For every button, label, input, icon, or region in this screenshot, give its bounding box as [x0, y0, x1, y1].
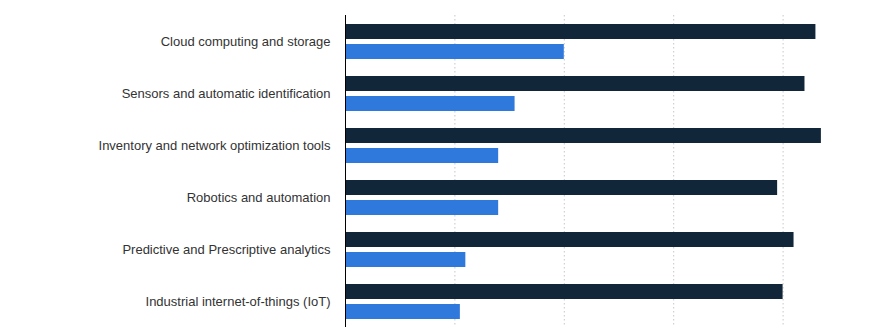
svg-text:Inventory and network optimiza: Inventory and network optimization tools: [99, 138, 331, 153]
svg-text:Industrial internet-of-things: Industrial internet-of-things (IoT): [146, 294, 331, 309]
svg-text:Robotics and automation: Robotics and automation: [187, 190, 331, 205]
svg-text:Cloud computing and storage: Cloud computing and storage: [161, 34, 331, 49]
svg-text:Predictive and Prescriptive an: Predictive and Prescriptive analytics: [122, 242, 331, 257]
svg-text:Sensors and automatic identifi: Sensors and automatic identification: [122, 86, 331, 101]
